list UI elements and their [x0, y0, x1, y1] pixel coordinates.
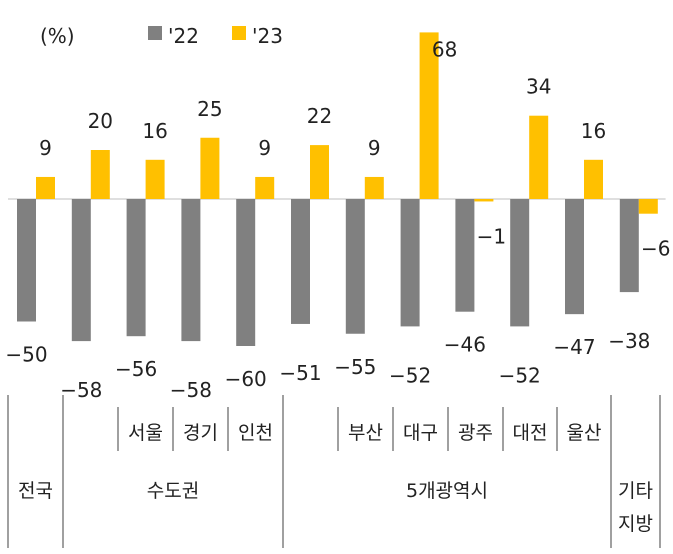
bar-22	[565, 199, 584, 315]
value-label-22: −38	[608, 329, 650, 353]
value-label-23: 22	[307, 104, 332, 128]
value-label-23: 9	[368, 136, 381, 160]
value-label-23: 16	[581, 119, 606, 143]
bar-22	[181, 199, 201, 342]
bar-23	[255, 176, 275, 199]
value-label-22: −55	[334, 355, 376, 379]
sub-category-label: 광주	[458, 422, 493, 444]
value-label-23: 34	[526, 75, 551, 99]
value-label-22: −51	[279, 361, 321, 385]
value-label-22: −52	[389, 363, 431, 387]
value-label-22: −52	[499, 363, 541, 387]
bar-22	[510, 199, 530, 327]
sub-category-label: 울산	[567, 422, 602, 444]
bar-23	[36, 176, 55, 199]
bar-22	[345, 199, 365, 334]
bar-23	[200, 137, 220, 199]
sub-category-label: 부산	[348, 422, 383, 444]
group-label: 5개광역시	[406, 480, 488, 502]
legend-label-22: '22	[168, 24, 199, 48]
unit-label: (%)	[40, 24, 75, 48]
bar-23	[474, 199, 494, 202]
value-label-22: −58	[170, 378, 212, 402]
value-label-23: 9	[39, 136, 52, 160]
bar-23	[90, 150, 110, 199]
sub-category-label: 경기	[183, 422, 218, 444]
legend-swatch-23	[232, 26, 246, 40]
value-label-23: 16	[142, 119, 167, 143]
bar-23	[145, 159, 165, 199]
plot-area: −50 9 −58 20 −56 16 −58 25 −60 9 −51 22 −55 9 −52 68 −46…	[5, 32, 671, 402]
bar-23	[364, 176, 384, 199]
bar-23	[638, 199, 658, 214]
value-label-22: −50	[5, 343, 47, 367]
sub-category-label: 서울	[128, 422, 163, 444]
value-label-23: 9	[258, 136, 271, 160]
value-label-23: 25	[197, 97, 222, 121]
value-label-22: −60	[225, 367, 267, 391]
group-label: 기타	[618, 480, 653, 502]
bar-22	[236, 199, 256, 346]
bar-23	[310, 145, 329, 199]
value-label-23: 20	[88, 109, 113, 133]
sub-category-label: 인천	[238, 422, 273, 444]
value-label-22: −56	[115, 357, 157, 381]
sub-category-label: 대구	[403, 422, 438, 444]
bar-22	[126, 199, 146, 337]
value-label-23: 68	[432, 37, 457, 61]
sub-category-label: 대전	[513, 422, 548, 444]
bar-23	[529, 115, 549, 199]
bar-23	[419, 32, 439, 200]
group-label: 지방	[618, 513, 653, 535]
value-label-22: −58	[60, 378, 102, 402]
value-label-23: −6	[641, 237, 670, 261]
bar-22	[71, 199, 91, 342]
bar-22	[619, 199, 639, 293]
bar-23	[584, 159, 603, 199]
group-label: 수도권	[147, 480, 199, 502]
value-label-22: −46	[444, 333, 486, 357]
group-label: 전국	[18, 480, 53, 502]
bar-22	[291, 199, 310, 324]
value-label-23: −1	[477, 224, 506, 248]
legend-label-23: '23	[252, 24, 283, 48]
legend-swatch-22	[148, 26, 162, 40]
value-label-22: −47	[553, 335, 595, 359]
bar-22	[400, 199, 420, 327]
bar-22	[17, 199, 36, 322]
bar-22	[455, 199, 475, 312]
